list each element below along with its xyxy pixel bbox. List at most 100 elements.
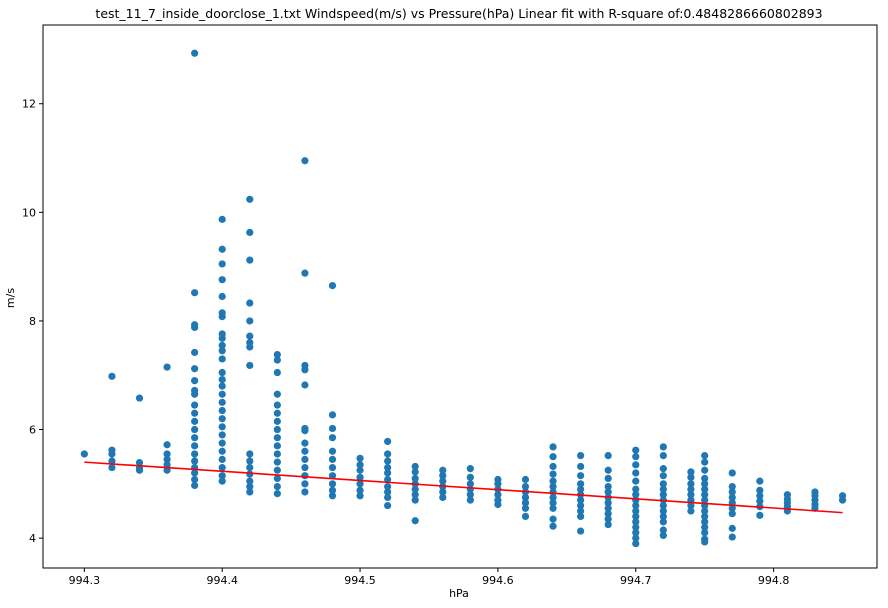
data-point — [273, 434, 281, 442]
data-point — [191, 450, 199, 458]
data-point — [577, 507, 585, 515]
data-point — [521, 512, 530, 521]
x-tick-label: 994.8 — [758, 574, 790, 587]
data-point — [246, 477, 254, 485]
data-point — [384, 488, 392, 496]
data-point — [356, 466, 364, 474]
data-point — [246, 450, 254, 458]
data-point — [301, 439, 309, 447]
data-point — [356, 454, 364, 462]
data-point — [108, 463, 116, 472]
data-point — [756, 497, 764, 505]
data-point — [701, 480, 709, 488]
plot-frame — [42, 24, 878, 569]
data-point — [301, 472, 309, 480]
data-point — [577, 462, 585, 471]
data-point — [356, 473, 364, 481]
data-point — [411, 496, 419, 504]
data-point — [328, 411, 337, 419]
data-point — [246, 317, 254, 325]
data-point — [218, 423, 226, 431]
data-point — [494, 500, 502, 509]
data-point — [756, 511, 764, 519]
data-point — [632, 453, 640, 461]
data-point — [301, 480, 309, 488]
data-point — [701, 496, 709, 504]
data-point — [163, 363, 171, 371]
data-point — [604, 488, 612, 496]
data-point — [191, 323, 199, 332]
data-point — [273, 458, 281, 466]
data-point — [218, 368, 226, 377]
data-point — [411, 462, 419, 471]
data-point — [466, 496, 474, 504]
data-point — [466, 480, 474, 488]
y-tick-label: 12 — [22, 98, 36, 111]
data-point — [728, 504, 736, 512]
data-point — [218, 312, 226, 321]
data-point — [439, 493, 447, 502]
data-point — [384, 493, 392, 502]
data-point — [521, 493, 530, 502]
data-point — [246, 482, 254, 491]
data-point — [246, 228, 254, 237]
data-point — [301, 488, 309, 496]
data-point — [273, 390, 281, 398]
data-point — [246, 299, 254, 307]
data-point — [384, 482, 392, 491]
data-point — [356, 461, 364, 469]
data-point — [218, 447, 226, 455]
data-point — [687, 507, 695, 515]
data-point — [135, 466, 144, 474]
data-point — [273, 466, 281, 474]
data-point — [218, 472, 226, 480]
data-point — [756, 477, 764, 485]
data-point — [328, 472, 337, 480]
data-point — [632, 485, 640, 493]
data-point — [163, 450, 171, 458]
data-point — [328, 434, 337, 442]
data-point — [604, 474, 612, 483]
data-point — [728, 524, 736, 532]
data-point — [246, 463, 254, 472]
data-point — [218, 382, 226, 390]
data-point — [218, 276, 226, 284]
x-tick-label: 994.4 — [206, 574, 238, 587]
data-point — [632, 518, 640, 526]
x-tick-label: 994.7 — [620, 574, 652, 587]
data-point — [273, 490, 281, 498]
data-point — [191, 457, 199, 465]
data-point — [549, 453, 557, 461]
data-point — [659, 507, 667, 515]
y-axis-label: m/s — [4, 288, 17, 308]
data-point — [384, 437, 392, 446]
data-point — [384, 501, 392, 510]
data-point — [273, 417, 281, 425]
data-point — [384, 469, 392, 477]
data-point — [494, 480, 502, 488]
data-point — [135, 394, 144, 402]
data-point — [384, 457, 392, 465]
data-point — [659, 526, 667, 534]
data-point — [521, 482, 530, 491]
data-point — [687, 485, 695, 493]
data-point — [328, 424, 337, 433]
data-point — [328, 480, 337, 488]
y-tick-label: 4 — [29, 532, 36, 545]
data-point — [577, 472, 585, 480]
data-point — [108, 372, 116, 380]
data-point — [273, 450, 281, 458]
data-point — [191, 289, 199, 297]
data-point — [659, 465, 667, 473]
data-point — [632, 469, 640, 477]
data-point — [218, 398, 226, 406]
data-point — [549, 477, 557, 485]
data-point — [328, 492, 337, 500]
data-point — [838, 496, 847, 504]
data-point — [577, 480, 585, 488]
data-point — [577, 512, 585, 521]
data-point — [328, 455, 337, 463]
data-point — [549, 504, 557, 512]
data-point — [218, 439, 226, 447]
data-point — [604, 515, 612, 523]
